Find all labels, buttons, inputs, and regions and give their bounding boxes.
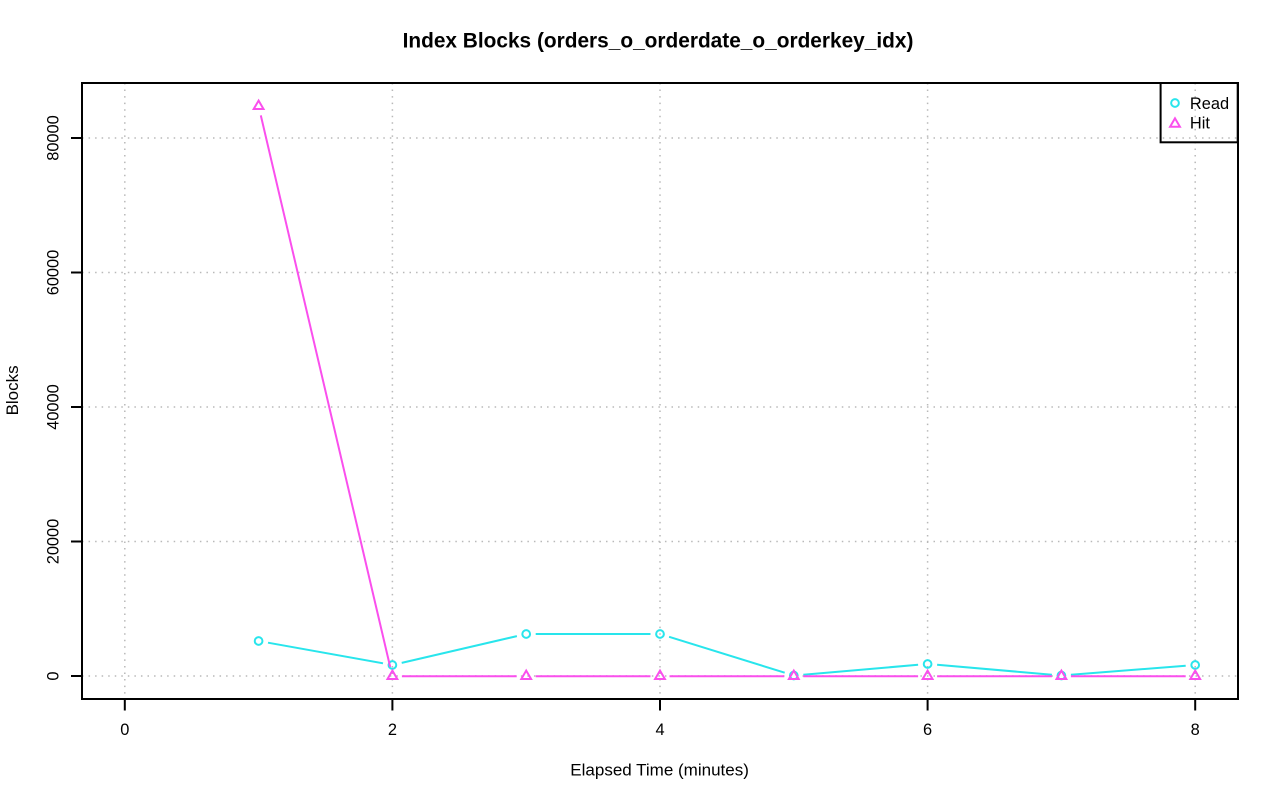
svg-text:Hit: Hit <box>1190 115 1210 133</box>
svg-text:4: 4 <box>655 721 664 739</box>
svg-text:Elapsed Time (minutes): Elapsed Time (minutes) <box>570 760 749 779</box>
svg-text:80000: 80000 <box>45 115 63 161</box>
svg-text:40000: 40000 <box>45 384 63 430</box>
svg-text:Read: Read <box>1190 95 1229 113</box>
svg-text:20000: 20000 <box>45 519 63 565</box>
svg-text:0: 0 <box>45 671 63 680</box>
svg-text:6: 6 <box>923 721 932 739</box>
svg-text:Index Blocks (orders_o_orderda: Index Blocks (orders_o_orderdate_o_order… <box>403 30 914 53</box>
svg-text:8: 8 <box>1191 721 1200 739</box>
svg-text:Blocks: Blocks <box>3 365 22 415</box>
svg-text:60000: 60000 <box>45 250 63 296</box>
svg-text:2: 2 <box>388 721 397 739</box>
svg-text:0: 0 <box>120 721 129 739</box>
